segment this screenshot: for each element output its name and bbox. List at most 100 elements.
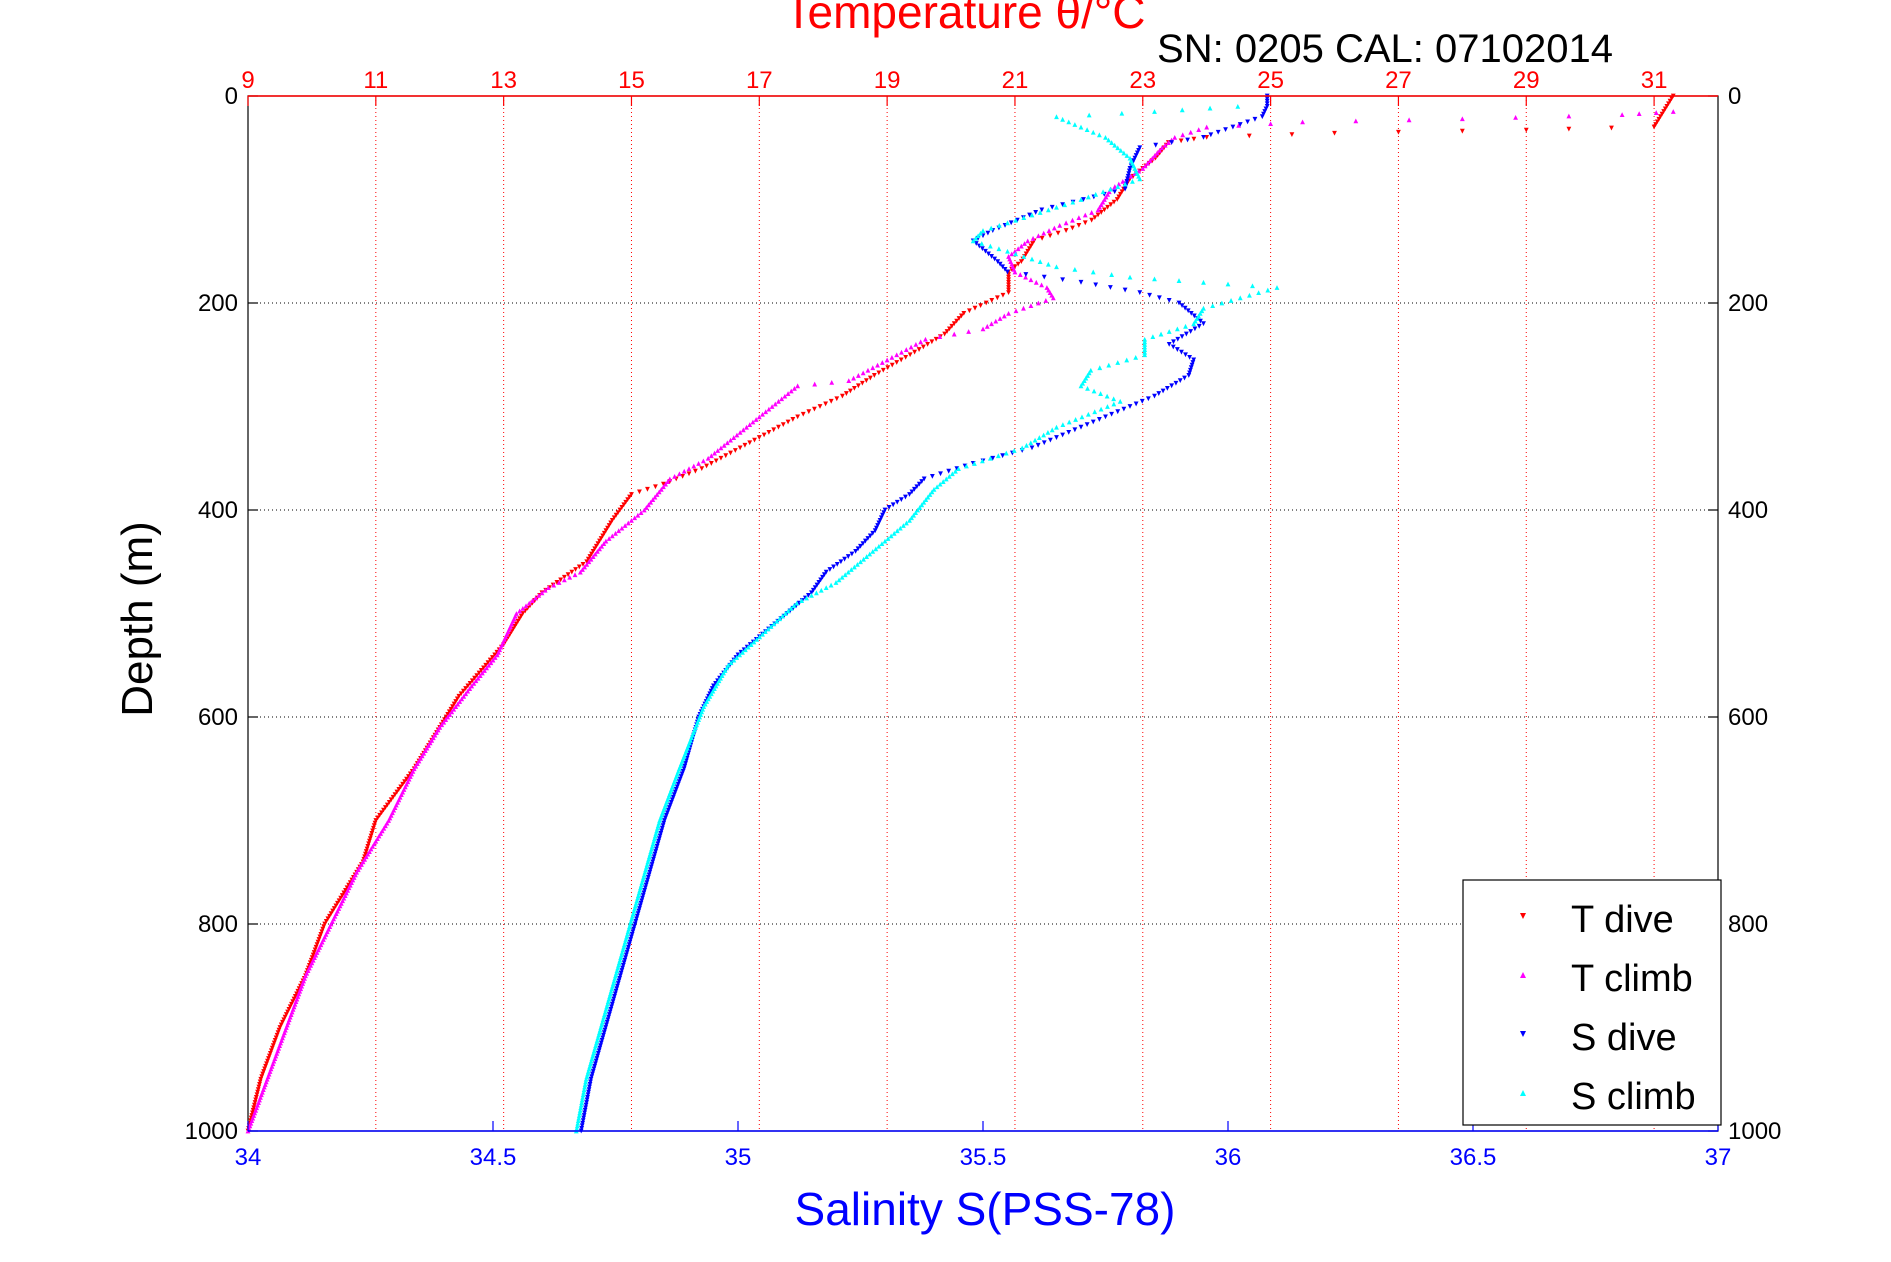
data-point xyxy=(1006,287,1011,293)
data-point xyxy=(1252,116,1258,122)
data-point xyxy=(839,393,845,399)
data-point xyxy=(1076,215,1082,221)
data-point xyxy=(618,970,624,976)
data-point xyxy=(1063,228,1069,233)
data-point xyxy=(663,481,668,487)
data-point xyxy=(454,696,460,702)
data-point xyxy=(894,499,900,505)
data-point xyxy=(271,1040,277,1046)
data-point xyxy=(708,453,714,459)
data-point xyxy=(457,699,463,704)
data-point xyxy=(372,820,378,826)
data-point xyxy=(1189,362,1195,368)
data-point xyxy=(294,991,299,997)
data-point xyxy=(1120,178,1126,184)
data-point xyxy=(1013,217,1019,223)
data-point xyxy=(258,1076,264,1082)
data-point xyxy=(1115,409,1121,415)
data-point xyxy=(317,934,323,940)
data-point xyxy=(855,383,861,389)
data-point xyxy=(597,1045,603,1051)
data-point xyxy=(375,815,381,821)
data-point xyxy=(328,911,334,917)
data-point xyxy=(579,1123,585,1129)
data-point xyxy=(539,590,545,596)
data-point xyxy=(586,559,592,565)
data-point xyxy=(1089,217,1095,223)
data-point xyxy=(681,468,687,474)
data-point xyxy=(788,388,794,394)
data-point xyxy=(1103,414,1108,420)
x2-tick-label: 19 xyxy=(874,67,901,94)
data-point xyxy=(579,1126,585,1131)
data-point xyxy=(1060,202,1066,208)
data-point xyxy=(583,1079,589,1085)
data-point xyxy=(460,688,466,694)
data-point xyxy=(575,1118,581,1124)
data-point xyxy=(567,574,573,580)
axes: 0 0 200 200 400 400 600 600 800 800 1000 1000 9 11 13 1… xyxy=(185,67,1782,1171)
data-point xyxy=(1250,283,1255,289)
data-point xyxy=(644,880,650,885)
data-point xyxy=(339,893,345,898)
data-point xyxy=(1092,215,1098,221)
data-point xyxy=(855,561,860,567)
data-point xyxy=(1122,287,1128,293)
data-point xyxy=(584,559,590,565)
data-point xyxy=(1035,300,1041,306)
data-point xyxy=(474,673,480,678)
data-point xyxy=(1264,101,1270,107)
data-point xyxy=(1078,279,1084,285)
data-point xyxy=(838,559,844,565)
data-point xyxy=(473,678,479,684)
data-point xyxy=(585,556,591,562)
data-point xyxy=(983,248,988,254)
data-point xyxy=(1018,259,1024,264)
data-point xyxy=(625,947,631,953)
series-s-dive xyxy=(578,93,1270,1134)
data-point xyxy=(1196,323,1202,329)
data-point xyxy=(681,766,687,772)
data-point xyxy=(1054,424,1059,430)
data-point xyxy=(1098,406,1104,412)
data-point xyxy=(913,510,919,515)
data-point xyxy=(997,316,1003,321)
data-point xyxy=(254,1092,260,1098)
data-point xyxy=(588,556,594,562)
data-point xyxy=(580,567,585,572)
data-point xyxy=(1106,362,1112,368)
data-point xyxy=(392,792,398,798)
data-point xyxy=(737,652,743,658)
data-point xyxy=(645,877,650,883)
data-point xyxy=(682,763,688,769)
data-point xyxy=(1658,114,1663,120)
data-point xyxy=(637,903,643,909)
data-point xyxy=(1082,212,1088,218)
data-point xyxy=(605,1017,611,1023)
data-point xyxy=(1654,119,1660,125)
data-point xyxy=(646,872,652,878)
data-point xyxy=(291,996,297,1002)
data-point xyxy=(635,512,641,518)
data-point xyxy=(1009,251,1015,257)
data-point xyxy=(580,1120,586,1126)
data-point xyxy=(1055,230,1061,236)
data-point xyxy=(623,955,628,961)
data-point xyxy=(264,1061,269,1067)
data-point xyxy=(996,246,1002,252)
data-point xyxy=(1142,336,1148,342)
data-point xyxy=(617,975,623,981)
data-point xyxy=(658,486,664,492)
data-point xyxy=(1000,453,1005,459)
data-point xyxy=(774,618,780,624)
data-point xyxy=(1018,243,1024,249)
data-point xyxy=(643,882,649,888)
data-point xyxy=(608,1006,614,1012)
data-point xyxy=(1006,282,1011,288)
data-point xyxy=(250,1110,255,1116)
data-point xyxy=(445,714,451,720)
data-point xyxy=(918,339,924,345)
data-point xyxy=(526,600,532,606)
data-point xyxy=(882,538,888,544)
data-point xyxy=(459,696,465,702)
